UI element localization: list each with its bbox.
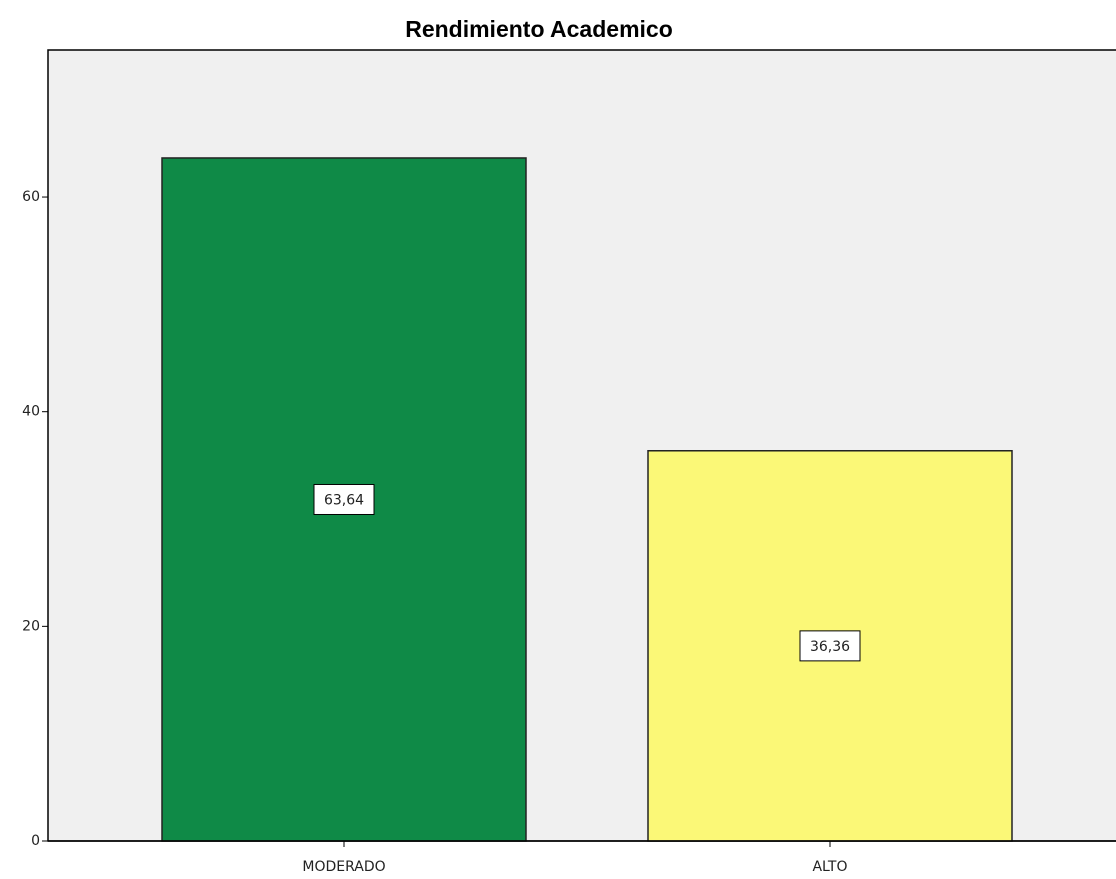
y-tick-label: 20 bbox=[22, 618, 40, 634]
x-tick-label: ALTO bbox=[812, 859, 847, 875]
value-label: 63,64 bbox=[324, 492, 364, 508]
x-tick-label: MODERADO bbox=[302, 859, 385, 875]
y-tick-label: 0 bbox=[31, 833, 40, 849]
value-label-box bbox=[799, 630, 861, 662]
y-tick-label: 60 bbox=[22, 189, 40, 205]
y-tick-label: 40 bbox=[22, 404, 40, 420]
value-label: 36,36 bbox=[810, 639, 850, 655]
chart-title: Rendimiento Academico bbox=[405, 16, 673, 42]
value-label-box bbox=[313, 483, 375, 515]
